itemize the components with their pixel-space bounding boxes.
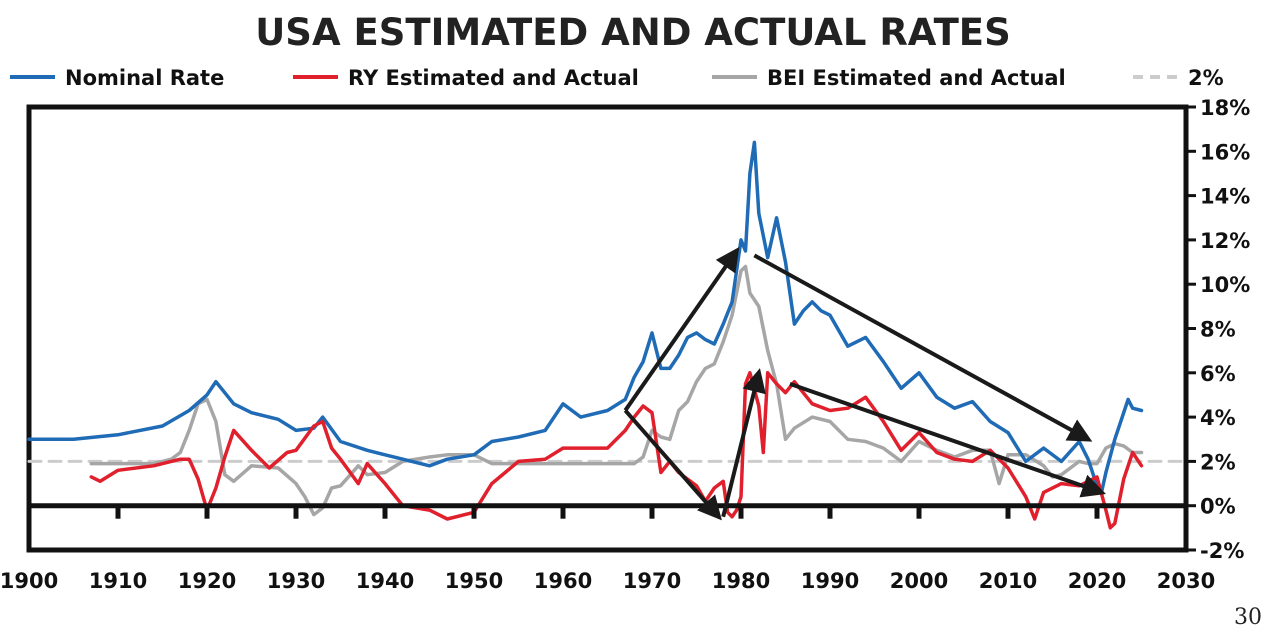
legend-label: BEI Estimated and Actual [767,66,1066,90]
annotation-arrow [721,368,766,518]
y-tick-label: 6% [1200,362,1236,386]
x-tick-label: 1990 [801,569,859,593]
x-tick-label: 1910 [89,569,147,593]
x-tick-label: 1920 [178,569,236,593]
legend-label: RY Estimated and Actual [348,66,639,90]
chart-title: USA ESTIMATED AND ACTUAL RATES [255,11,1010,54]
legend: Nominal Rate RY Estimated and Actual BEI E… [10,66,1224,90]
x-tick-label: 2020 [1068,569,1126,593]
annotation-arrow [789,381,1106,498]
y-tick-label: 2% [1200,450,1236,474]
annotation-arrow [753,253,1093,442]
x-tick-label: 1900 [0,569,58,593]
axis-layer: 1900 1910 1920 1930 1940 1950 1960 1970 1980 1990… [0,96,1250,593]
x-tick-label: 1960 [534,569,592,593]
page-number: 30 [1234,605,1262,630]
x-tick-label: 2000 [890,569,948,593]
y-tick-label: 18% [1200,96,1250,120]
y-tick-label: 12% [1200,229,1250,253]
series-line-2 [89,264,1144,517]
y-tick-label: 8% [1200,318,1236,342]
x-tick-label: 2030 [1157,569,1215,593]
y-tick-label: 14% [1200,185,1250,209]
x-tick-label: 1980 [712,569,770,593]
series-line-0 [27,140,1144,495]
arrow-layer [623,247,1106,521]
x-tick-label: 1970 [623,569,681,593]
y-tick-label: 16% [1200,140,1250,164]
y-tick-label: 0% [1200,495,1236,519]
x-tick-label: 1940 [356,569,414,593]
annotation-arrow [623,247,740,412]
y-tick-label: 10% [1200,273,1250,297]
x-tick-label: 2010 [979,569,1037,593]
x-tick-label: 1930 [267,569,325,593]
legend-label: Nominal Rate [65,66,224,90]
annotation-arrow [623,409,722,521]
plot-frame [26,104,1189,553]
y-tick-label: -2% [1200,539,1244,563]
legend-label: 2% [1188,66,1224,90]
x-tick-label: 1950 [445,569,503,593]
y-tick-label: 4% [1200,406,1236,430]
series-layer [27,140,1188,530]
